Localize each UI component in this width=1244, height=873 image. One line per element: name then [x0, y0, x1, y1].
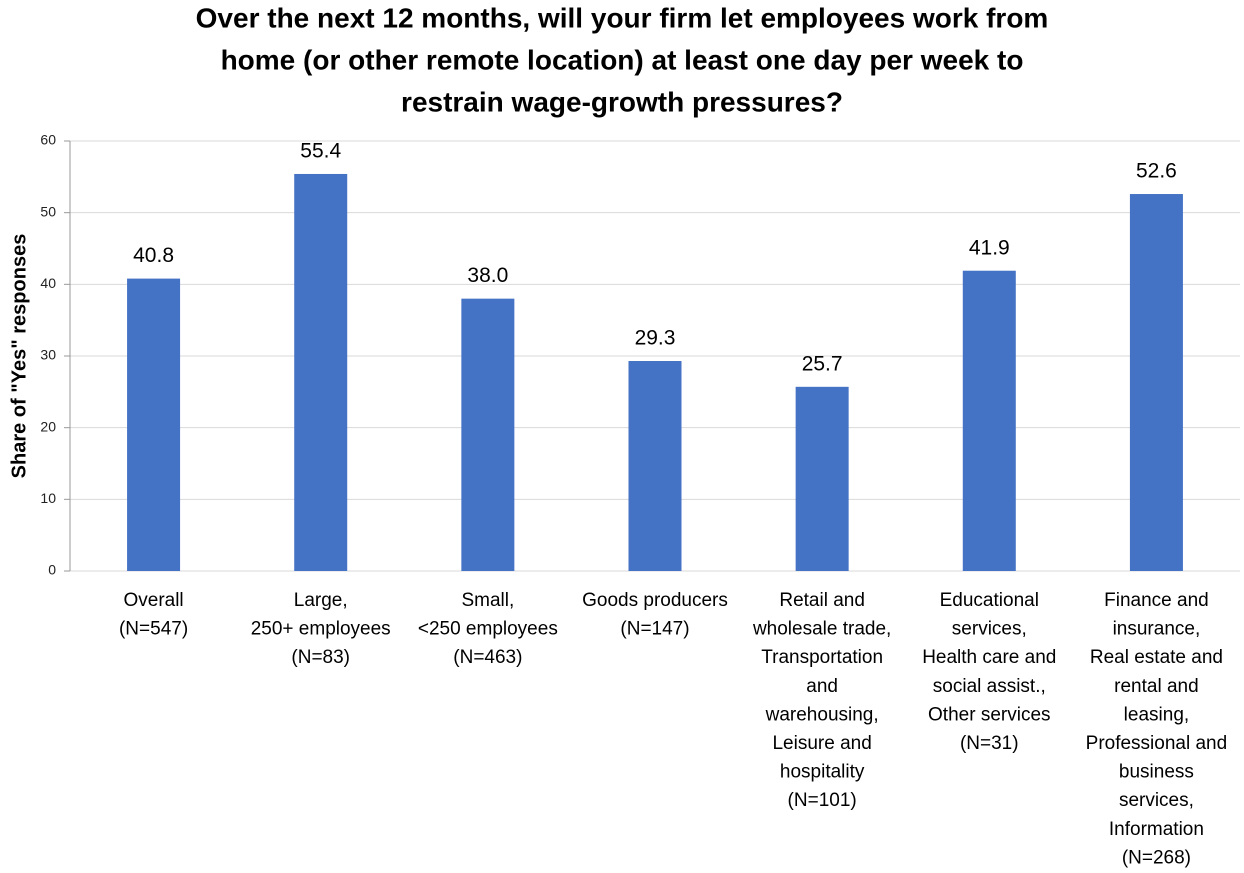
data-label: 29.3 — [635, 327, 676, 350]
x-tick-label: business — [1119, 762, 1194, 783]
data-label: 52.6 — [1136, 160, 1177, 183]
x-tick-label: Professional and — [1086, 733, 1228, 754]
x-tick-label: Retail and — [779, 590, 865, 611]
x-tick-label: rental and — [1114, 676, 1199, 697]
x-tick-label: leasing, — [1124, 704, 1190, 725]
x-tick-label: (N=463) — [453, 647, 522, 668]
y-tick-label: 10 — [40, 490, 56, 506]
bar — [1129, 194, 1183, 572]
x-tick-label: Other services — [928, 704, 1050, 725]
y-tick-label: 60 — [40, 132, 56, 148]
x-tick-label: Small, — [461, 590, 514, 611]
x-tick-label: wholesale trade, — [752, 619, 891, 640]
x-tick-label: Health care and — [922, 647, 1056, 668]
x-tick-label: Information — [1109, 819, 1204, 840]
data-label: 38.0 — [467, 264, 508, 287]
y-axis-label: Share of "Yes" responses — [8, 234, 30, 479]
x-tick-label: 250+ employees — [251, 619, 391, 640]
x-tick-label: warehousing, — [765, 704, 879, 725]
chart-title: Over the next 12 months, will your firm … — [196, 2, 1049, 33]
x-tick-label: Goods producers — [582, 590, 728, 611]
y-tick-label: 20 — [40, 418, 56, 434]
x-tick-label: (N=147) — [620, 619, 689, 640]
x-tick-label: (N=268) — [1122, 847, 1191, 868]
y-tick-label: 30 — [40, 347, 56, 363]
y-tick-label: 40 — [40, 275, 56, 291]
bar — [127, 278, 181, 571]
x-tick-label: hospitality — [780, 762, 865, 783]
data-label: 25.7 — [802, 352, 843, 375]
y-tick-label: 0 — [48, 562, 56, 578]
x-tick-label: (N=31) — [960, 733, 1019, 754]
chart-title: restrain wage-growth pressures? — [401, 86, 843, 117]
x-tick-label: social assist., — [933, 676, 1046, 697]
data-label: 40.8 — [133, 244, 174, 267]
bar — [294, 173, 348, 571]
x-tick-label: and — [806, 676, 838, 697]
x-tick-label: services, — [1119, 790, 1194, 811]
x-tick-label: Real estate and — [1090, 647, 1223, 668]
x-tick-label: services, — [952, 619, 1027, 640]
bar — [962, 270, 1016, 571]
x-tick-label: (N=83) — [291, 647, 350, 668]
bar — [461, 298, 515, 571]
x-tick-label: (N=547) — [119, 619, 188, 640]
data-label: 41.9 — [969, 236, 1010, 259]
x-tick-label: Educational — [940, 590, 1039, 611]
bar — [628, 361, 682, 571]
x-tick-label: <250 employees — [418, 619, 558, 640]
x-tick-label: Transportation — [761, 647, 883, 668]
x-tick-label: Overall — [123, 590, 183, 611]
x-tick-label: insurance, — [1113, 619, 1201, 640]
bar — [795, 386, 849, 571]
y-tick-label: 50 — [40, 203, 56, 219]
x-tick-label: Large, — [294, 590, 348, 611]
x-tick-label: (N=101) — [788, 790, 857, 811]
data-label: 55.4 — [300, 140, 341, 163]
x-tick-label: Leisure and — [772, 733, 871, 754]
chart-title: home (or other remote location) at least… — [221, 44, 1024, 75]
x-tick-label: Finance and — [1104, 590, 1209, 611]
